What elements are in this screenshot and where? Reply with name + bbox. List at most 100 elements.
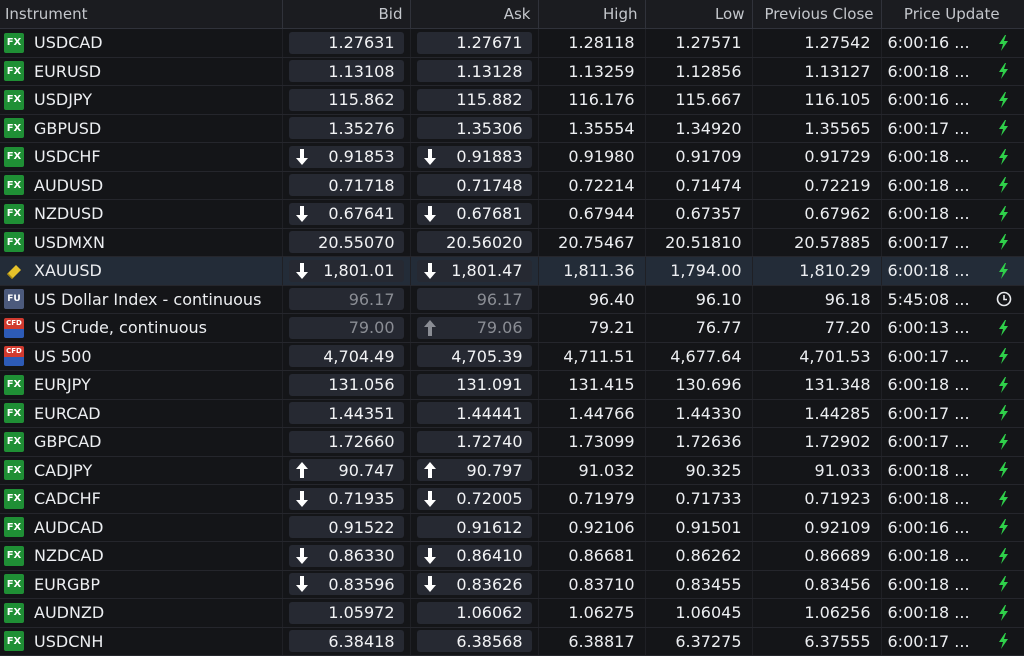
instrument-cell[interactable]: FX CADJPY: [0, 456, 283, 485]
ask-cell[interactable]: 6.38568: [410, 627, 539, 656]
bid-cell[interactable]: 1.72660: [282, 427, 411, 457]
table-row[interactable]: FX GBPUSD 1.35276 1.35306 1.35554 1.3492…: [0, 114, 1024, 143]
instrument-cell[interactable]: FX NZDUSD: [0, 199, 283, 229]
bid-cell[interactable]: 1.35276: [282, 114, 411, 143]
bid-cell[interactable]: 6.38418: [282, 627, 411, 656]
instrument-cell[interactable]: FX AUDCAD: [0, 513, 283, 542]
column-header-high[interactable]: High: [538, 0, 646, 29]
table-row[interactable]: FX USDCAD 1.27631 1.27671 1.28118 1.2757…: [0, 28, 1024, 58]
bid-cell[interactable]: 115.862: [282, 85, 411, 115]
ask-cell[interactable]: 1.35306: [410, 114, 539, 143]
bid-cell[interactable]: 0.83596: [282, 570, 411, 599]
table-row[interactable]: FX USDCHF 0.91853 0.91883 0.91980 0.9170…: [0, 142, 1024, 172]
ask-cell[interactable]: 0.72005: [410, 484, 539, 514]
bid-cell[interactable]: 96.17: [282, 285, 411, 314]
bid-cell[interactable]: 0.91853: [282, 142, 411, 172]
ask-cell[interactable]: 96.17: [410, 285, 539, 314]
instrument-cell[interactable]: FX AUDNZD: [0, 598, 283, 628]
ask-cell[interactable]: 20.56020: [410, 228, 539, 257]
column-header-previous-close[interactable]: Previous Close: [752, 0, 882, 29]
bid-cell[interactable]: 0.91522: [282, 513, 411, 542]
instrument-cell[interactable]: FX EURCAD: [0, 399, 283, 428]
bid-cell[interactable]: 0.67641: [282, 199, 411, 229]
table-row[interactable]: CFD US Crude, continuous 79.00 79.06 79.…: [0, 313, 1024, 343]
table-row[interactable]: FU US Dollar Index - continuous 96.17 96…: [0, 285, 1024, 314]
column-header-price-update[interactable]: Price Update: [881, 0, 1024, 29]
bid-cell[interactable]: 131.056: [282, 370, 411, 400]
instrument-type-badge: FX: [4, 488, 24, 509]
instrument-cell[interactable]: FX NZDCAD: [0, 541, 283, 571]
table-row[interactable]: FX EURUSD 1.13108 1.13128 1.13259 1.1285…: [0, 57, 1024, 86]
table-row[interactable]: FX CADCHF 0.71935 0.72005 0.71979 0.7173…: [0, 484, 1024, 514]
instrument-cell[interactable]: FX USDCAD: [0, 28, 283, 58]
table-row[interactable]: FX EURCAD 1.44351 1.44441 1.44766 1.4433…: [0, 399, 1024, 428]
ask-cell[interactable]: 4,705.39: [410, 342, 539, 371]
table-row[interactable]: FX CADJPY 90.747 90.797 91.032 90.325 91…: [0, 456, 1024, 485]
instrument-cell[interactable]: FX USDJPY: [0, 85, 283, 115]
table-row[interactable]: FX AUDUSD 0.71718 0.71748 0.72214 0.7147…: [0, 171, 1024, 200]
arrow-placeholder: [423, 632, 439, 650]
bid-cell[interactable]: 1,801.01: [282, 256, 411, 286]
bid-cell[interactable]: 4,704.49: [282, 342, 411, 371]
ask-cell[interactable]: 1.06062: [410, 598, 539, 628]
ask-cell[interactable]: 0.91612: [410, 513, 539, 542]
column-header-bid[interactable]: Bid: [282, 0, 411, 29]
instrument-cell[interactable]: FX USDCNH: [0, 627, 283, 656]
table-row[interactable]: FX NZDUSD 0.67641 0.67681 0.67944 0.6735…: [0, 199, 1024, 229]
table-row[interactable]: FX AUDCAD 0.91522 0.91612 0.92106 0.9150…: [0, 513, 1024, 542]
table-row[interactable]: FX USDMXN 20.55070 20.56020 20.75467 20.…: [0, 228, 1024, 257]
ask-cell[interactable]: 1,801.47: [410, 256, 539, 286]
bid-cell[interactable]: 90.747: [282, 456, 411, 485]
table-row[interactable]: XAUUSD 1,801.01 1,801.47 1,811.36 1,794.…: [0, 256, 1024, 286]
previous-close-price: 4,701.53: [752, 342, 882, 371]
ask-cell[interactable]: 1.44441: [410, 399, 539, 428]
table-row[interactable]: FX EURGBP 0.83596 0.83626 0.83710 0.8345…: [0, 570, 1024, 599]
ask-cell[interactable]: 90.797: [410, 456, 539, 485]
ask-price: 79.06: [476, 318, 523, 338]
table-row[interactable]: FX USDCNH 6.38418 6.38568 6.38817 6.3727…: [0, 627, 1024, 656]
ask-cell[interactable]: 115.882: [410, 85, 539, 115]
instrument-cell[interactable]: FU US Dollar Index - continuous: [0, 285, 283, 314]
bid-cell[interactable]: 1.27631: [282, 28, 411, 58]
ask-cell[interactable]: 0.71748: [410, 171, 539, 200]
ask-cell[interactable]: 0.83626: [410, 570, 539, 599]
bid-cell[interactable]: 1.05972: [282, 598, 411, 628]
instrument-cell[interactable]: CFD US 500: [0, 342, 283, 371]
instrument-cell[interactable]: FX GBPUSD: [0, 114, 283, 143]
ask-cell[interactable]: 1.27671: [410, 28, 539, 58]
bid-cell[interactable]: 1.44351: [282, 399, 411, 428]
instrument-cell[interactable]: FX CADCHF: [0, 484, 283, 514]
instrument-cell[interactable]: FX AUDUSD: [0, 171, 283, 200]
instrument-cell[interactable]: FX USDCHF: [0, 142, 283, 172]
ask-cell[interactable]: 1.13128: [410, 57, 539, 86]
ask-cell[interactable]: 0.67681: [410, 199, 539, 229]
instrument-cell[interactable]: FX EURJPY: [0, 370, 283, 400]
table-row[interactable]: FX AUDNZD 1.05972 1.06062 1.06275 1.0604…: [0, 598, 1024, 628]
table-row[interactable]: FX GBPCAD 1.72660 1.72740 1.73099 1.7263…: [0, 427, 1024, 457]
bid-cell[interactable]: 79.00: [282, 313, 411, 343]
arrow-placeholder: [295, 91, 311, 109]
column-header-ask[interactable]: Ask: [410, 0, 539, 29]
bid-cell[interactable]: 0.86330: [282, 541, 411, 571]
instrument-cell[interactable]: FX GBPCAD: [0, 427, 283, 457]
bid-cell[interactable]: 1.13108: [282, 57, 411, 86]
table-row[interactable]: FX USDJPY 115.862 115.882 116.176 115.66…: [0, 85, 1024, 115]
ask-cell[interactable]: 0.86410: [410, 541, 539, 571]
ask-cell[interactable]: 79.06: [410, 313, 539, 343]
column-header-low[interactable]: Low: [645, 0, 753, 29]
ask-cell[interactable]: 131.091: [410, 370, 539, 400]
instrument-cell[interactable]: FX USDMXN: [0, 228, 283, 257]
bid-cell[interactable]: 20.55070: [282, 228, 411, 257]
table-row[interactable]: FX NZDCAD 0.86330 0.86410 0.86681 0.8626…: [0, 541, 1024, 571]
instrument-cell[interactable]: FX EURGBP: [0, 570, 283, 599]
table-row[interactable]: CFD US 500 4,704.49 4,705.39 4,711.51 4,…: [0, 342, 1024, 371]
instrument-cell[interactable]: FX EURUSD: [0, 57, 283, 86]
ask-cell[interactable]: 1.72740: [410, 427, 539, 457]
table-row[interactable]: FX EURJPY 131.056 131.091 131.415 130.69…: [0, 370, 1024, 400]
instrument-cell[interactable]: CFD US Crude, continuous: [0, 313, 283, 343]
bid-cell[interactable]: 0.71718: [282, 171, 411, 200]
bid-cell[interactable]: 0.71935: [282, 484, 411, 514]
ask-cell[interactable]: 0.91883: [410, 142, 539, 172]
instrument-cell[interactable]: XAUUSD: [0, 256, 283, 286]
column-header-instrument[interactable]: Instrument: [0, 0, 283, 29]
